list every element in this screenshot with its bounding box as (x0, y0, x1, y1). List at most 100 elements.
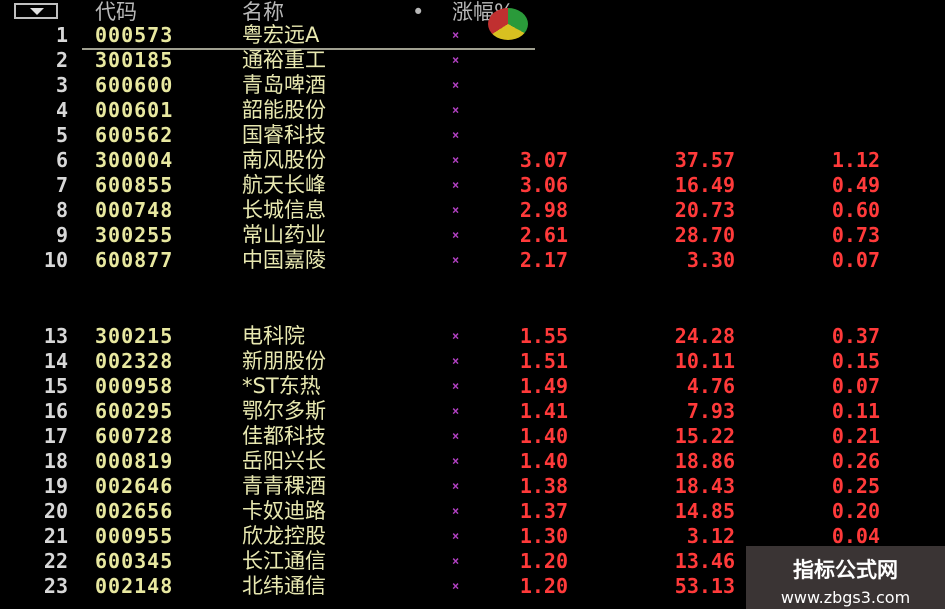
table-row[interactable]: 22 600345 长江通信 × 1.20 13.46 (0, 549, 945, 574)
cell-mark: × (452, 379, 460, 393)
watermark: 指标公式网 www.zbgs3.com (746, 546, 945, 609)
cell-code: 002328 (95, 349, 174, 373)
cell-idx: 8 (55, 198, 68, 222)
cell-code: 000573 (95, 23, 174, 47)
cell-mark: × (452, 504, 460, 518)
cell-code: 300004 (95, 148, 174, 172)
cell-pct: 1.37 (519, 499, 568, 523)
table-row[interactable]: 8 000748 长城信息 × 2.98 20.73 0.60 (0, 198, 945, 223)
cell-name: 电科院 (242, 324, 305, 345)
sort-dropdown-button[interactable] (14, 3, 58, 19)
table-row[interactable]: 20 002656 卡奴迪路 × 1.37 14.85 0.20 (0, 499, 945, 524)
cell-idx: 13 (43, 324, 68, 345)
cell-chg: 0.26 (831, 449, 880, 473)
cell-price: 4.76 (686, 374, 735, 398)
logo-icon (488, 8, 528, 40)
cell-name: 通裕重工 (242, 48, 326, 72)
cell-pct: 2.61 (519, 223, 568, 247)
cell-mark: × (452, 429, 460, 443)
cell-name: 佳都科技 (242, 424, 326, 448)
cell-chg: 0.07 (831, 248, 880, 272)
table-row[interactable]: 17 600728 佳都科技 × 1.40 15.22 0.21 (0, 424, 945, 449)
table-row[interactable]: 19 002646 青青稞酒 × 1.38 18.43 0.25 (0, 474, 945, 499)
cell-idx: 22 (43, 549, 68, 573)
cell-code: 000819 (95, 449, 174, 473)
cell-price: 15.22 (674, 424, 735, 448)
cell-mark: × (452, 178, 460, 192)
overlay-mask (535, 24, 945, 149)
cell-code: 000958 (95, 374, 174, 398)
header-code[interactable]: 代码 (95, 0, 137, 24)
table-row[interactable]: 21 000955 欣龙控股 × 1.30 3.12 0.04 (0, 524, 945, 549)
selection-divider (82, 48, 537, 50)
cell-idx: 18 (43, 449, 68, 473)
cell-chg: 0.73 (831, 223, 880, 247)
cell-pct: 2.98 (519, 198, 568, 222)
partial-row-clip: 13 300215 电科院 × 1.55 24.28 0.37 (0, 323, 945, 345)
table-row[interactable]: 16 600295 鄂尔多斯 × 1.41 7.93 0.11 (0, 399, 945, 424)
table-row[interactable]: 18 000819 岳阳兴长 × 1.40 18.86 0.26 (0, 449, 945, 474)
cell-price: 20.73 (674, 198, 735, 222)
cell-name: 常山药业 (242, 223, 326, 247)
cell-name: 新朋股份 (242, 349, 326, 373)
cell-name: 欣龙控股 (242, 524, 326, 548)
cell-pct: 1.41 (519, 399, 568, 423)
cell-name: 航天长峰 (242, 173, 326, 197)
cell-code: 002646 (95, 474, 174, 498)
cell-chg: 1.12 (831, 148, 880, 172)
table-row[interactable]: 6 300004 南风股份 × 3.07 37.57 1.12 (0, 148, 945, 173)
cell-mark: × (452, 153, 460, 167)
cell-code: 300215 (95, 324, 174, 345)
cell-name: 南风股份 (242, 148, 326, 172)
cell-name: 中国嘉陵 (242, 248, 326, 272)
cell-chg: 0.25 (831, 474, 880, 498)
table-row[interactable]: 7 600855 航天长峰 × 3.06 16.49 0.49 (0, 173, 945, 198)
cell-pct: 1.20 (519, 574, 568, 598)
cell-mark: × (452, 404, 460, 418)
table-row[interactable]: 9 300255 常山药业 × 2.61 28.70 0.73 (0, 223, 945, 248)
cell-price: 24.28 (674, 324, 735, 345)
cell-idx: 1 (55, 23, 68, 47)
cell-pct: 1.38 (519, 474, 568, 498)
cell-mark: × (452, 28, 460, 42)
cell-mark: × (452, 354, 460, 368)
cell-idx: 15 (43, 374, 68, 398)
cell-mark: × (452, 253, 460, 267)
cell-idx: 16 (43, 399, 68, 423)
cell-code: 002656 (95, 499, 174, 523)
cell-code: 600345 (95, 549, 174, 573)
cell-idx: 17 (43, 424, 68, 448)
table-row[interactable]: 15 000958 *ST东热 × 1.49 4.76 0.07 (0, 374, 945, 399)
cell-chg: 0.04 (831, 524, 880, 548)
cell-price: 53.13 (674, 574, 735, 598)
cell-code: 600295 (95, 399, 174, 423)
cell-name: 岳阳兴长 (242, 449, 326, 473)
cell-chg: 0.60 (831, 198, 880, 222)
header-name[interactable]: 名称 (242, 0, 284, 24)
cell-price: 13.46 (674, 549, 735, 573)
cell-idx: 5 (55, 123, 68, 147)
cell-mark: × (452, 329, 460, 343)
cell-idx: 20 (43, 499, 68, 523)
cell-price: 7.93 (686, 399, 735, 423)
cell-mark: × (452, 529, 460, 543)
cell-mark: × (452, 228, 460, 242)
cell-pct: 1.20 (519, 549, 568, 573)
cell-idx: 23 (43, 574, 68, 598)
cell-name: 青青稞酒 (242, 474, 326, 498)
cell-mark: × (452, 203, 460, 217)
cell-code: 300255 (95, 223, 174, 247)
cell-idx: 9 (55, 223, 68, 247)
cell-mark: × (452, 554, 460, 568)
table-row[interactable]: 10 600877 中国嘉陵 × 2.17 3.30 0.07 (0, 248, 945, 273)
cell-code: 300185 (95, 48, 174, 72)
cell-code: 600728 (95, 424, 174, 448)
cell-code: 000955 (95, 524, 174, 548)
cell-price: 18.86 (674, 449, 735, 473)
table-row[interactable]: 23 002148 北纬通信 × 1.20 53.13 (0, 574, 945, 599)
cell-chg: 0.21 (831, 424, 880, 448)
table-row[interactable]: 14 002328 新朋股份 × 1.51 10.11 0.15 (0, 349, 945, 374)
cell-name: 国睿科技 (242, 123, 326, 147)
table-row[interactable]: 13 300215 电科院 × 1.55 24.28 0.37 (0, 324, 945, 345)
